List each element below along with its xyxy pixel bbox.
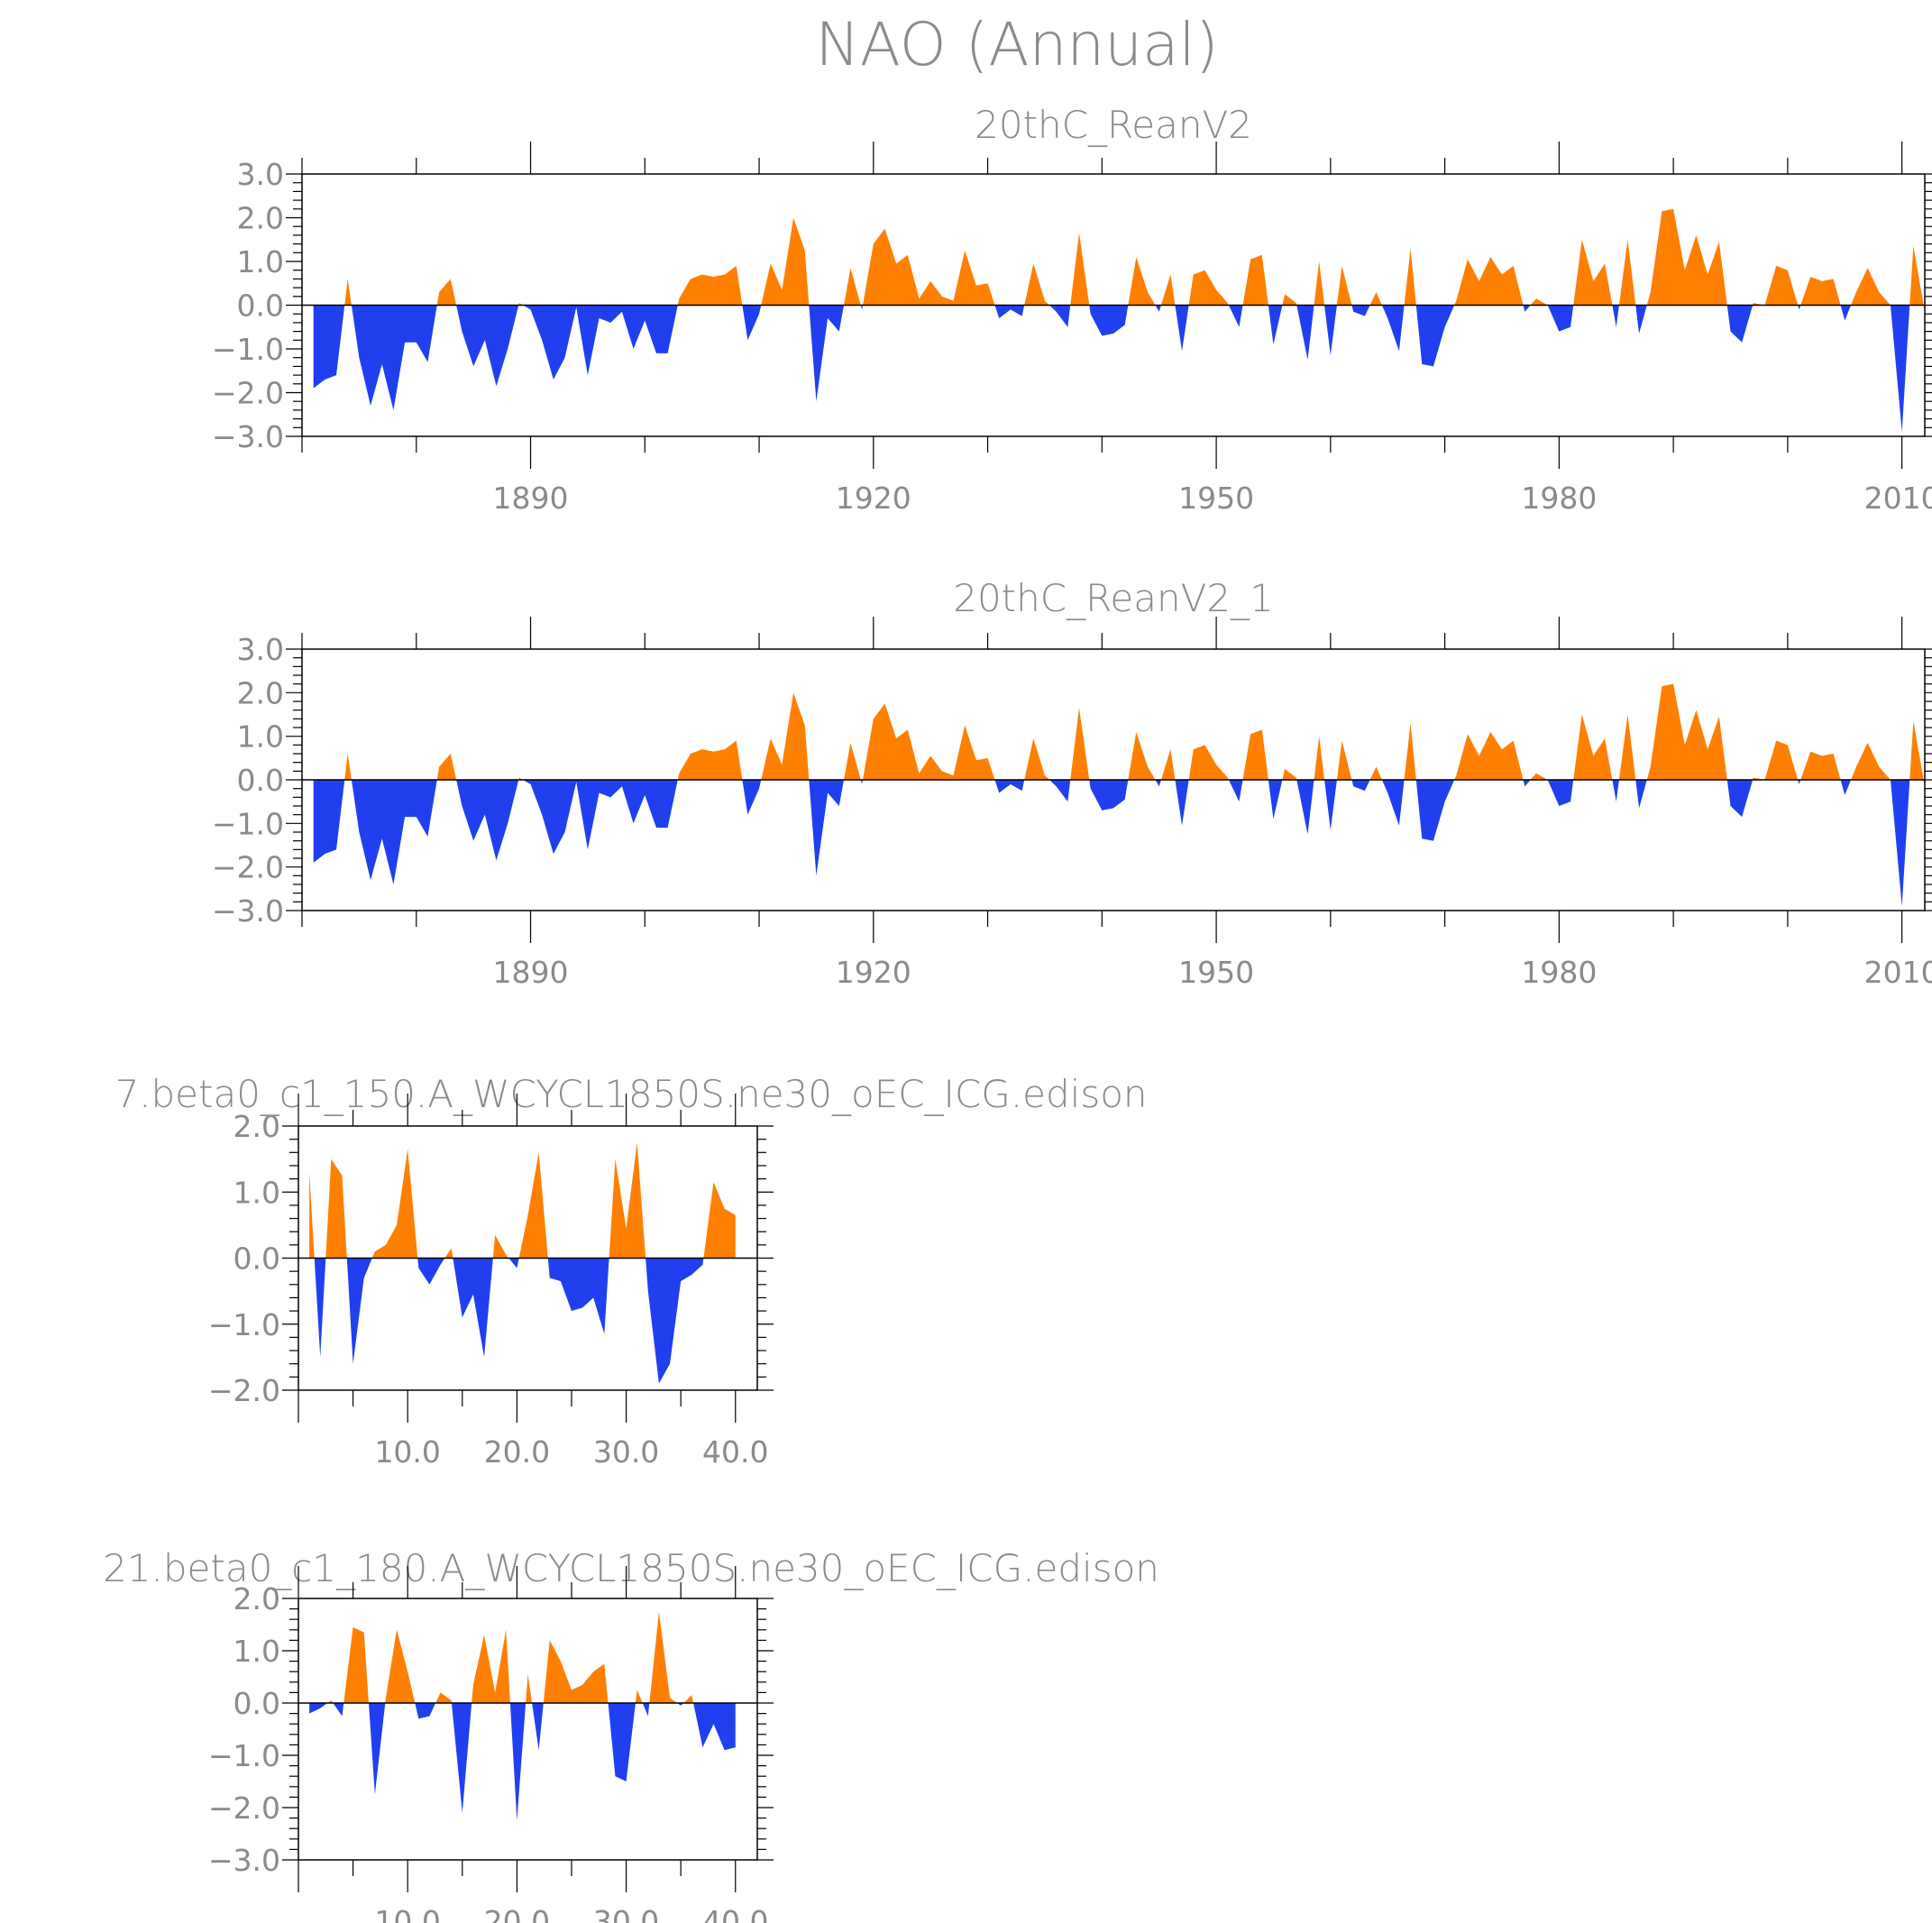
x-tick-label: 10.0: [374, 1904, 440, 1923]
x-tick-label: 40.0: [702, 1434, 768, 1470]
negative-area: [313, 305, 1925, 433]
negative-area: [313, 780, 1925, 907]
y-tick-label: 2.0: [233, 1109, 280, 1144]
negative-area: [309, 1258, 736, 1384]
y-tick-label: 1.0: [237, 719, 284, 755]
y-tick-label: 1.0: [233, 1175, 280, 1210]
x-tick-label: 1950: [1178, 481, 1254, 516]
y-tick-label: −3.0: [208, 1843, 280, 1878]
panel-title: 20thC_ReanV2_1: [953, 576, 1274, 620]
negative-area: [309, 1703, 736, 1821]
figure-title: NAO (Annual): [815, 10, 1218, 79]
positive-area: [309, 1611, 736, 1703]
y-tick-label: 0.0: [233, 1686, 280, 1721]
x-tick-label: 2010: [1864, 955, 1932, 990]
plot-frame: [298, 1598, 758, 1861]
y-tick-label: 0.0: [237, 763, 284, 798]
y-tick-label: −1.0: [212, 806, 284, 841]
y-tick-label: 3.0: [237, 632, 284, 667]
y-tick-label: −3.0: [212, 419, 284, 454]
y-tick-label: 0.0: [233, 1241, 280, 1277]
chart-panel-4: 21.beta0_c1_180.A_WCYCL1850S.ne30_oEC_IC…: [103, 1546, 1159, 1923]
x-tick-label: 30.0: [593, 1904, 659, 1923]
panel-title: 7.beta0_c1_150.A_WCYCL1850S.ne30_oEC_ICG…: [114, 1072, 1147, 1116]
chart-panel-1: 20thC_ReanV2 −3.0 −2.0 −1.0 0.0 1.0 2.0 3.0 1890…: [212, 103, 1932, 516]
y-tick-label: 0.0: [237, 288, 284, 324]
x-tick-label: 1890: [493, 481, 569, 516]
x-tick-label: 1890: [493, 955, 569, 990]
x-tick-label: 1980: [1521, 481, 1597, 516]
y-tick-label: 2.0: [237, 201, 284, 236]
x-tick-label: 40.0: [702, 1904, 768, 1923]
y-tick-label: −2.0: [212, 850, 284, 885]
y-tick-label: −2.0: [208, 1373, 280, 1408]
y-tick-label: 1.0: [233, 1634, 280, 1669]
positive-area: [313, 208, 1925, 306]
y-tick-label: −1.0: [208, 1738, 280, 1773]
y-tick-label: −2.0: [208, 1790, 280, 1826]
x-tick-label: 1920: [836, 955, 911, 990]
y-tick-label: 2.0: [237, 675, 284, 710]
y-tick-label: 2.0: [233, 1581, 280, 1616]
y-tick-label: −1.0: [208, 1307, 280, 1342]
x-tick-label: 1980: [1521, 955, 1597, 990]
y-tick-label: −1.0: [212, 332, 284, 367]
chart-panel-2: 20thC_ReanV2_1 −3.0 −2.0 −1.0 0.0 1.0 2.0 3.0 18…: [212, 576, 1932, 990]
x-tick-label: 1950: [1178, 955, 1254, 990]
panel-title: 20thC_ReanV2: [975, 103, 1252, 147]
y-tick-label: 3.0: [237, 157, 284, 192]
y-tick-label: −2.0: [212, 376, 284, 411]
chart-panel-3: 7.beta0_c1_150.A_WCYCL1850S.ne30_oEC_ICG…: [114, 1072, 1147, 1470]
x-tick-label: 20.0: [484, 1904, 550, 1923]
x-tick-label: 30.0: [593, 1434, 659, 1470]
x-tick-label: 20.0: [484, 1434, 550, 1470]
x-tick-label: 1920: [836, 481, 911, 516]
y-tick-label: −3.0: [212, 893, 284, 929]
panel-title: 21.beta0_c1_180.A_WCYCL1850S.ne30_oEC_IC…: [103, 1546, 1159, 1590]
positive-area: [309, 1142, 736, 1259]
y-tick-label: 1.0: [237, 244, 284, 279]
x-tick-label: 10.0: [374, 1434, 440, 1470]
x-tick-label: 2010: [1864, 481, 1932, 516]
positive-area: [313, 683, 1925, 780]
